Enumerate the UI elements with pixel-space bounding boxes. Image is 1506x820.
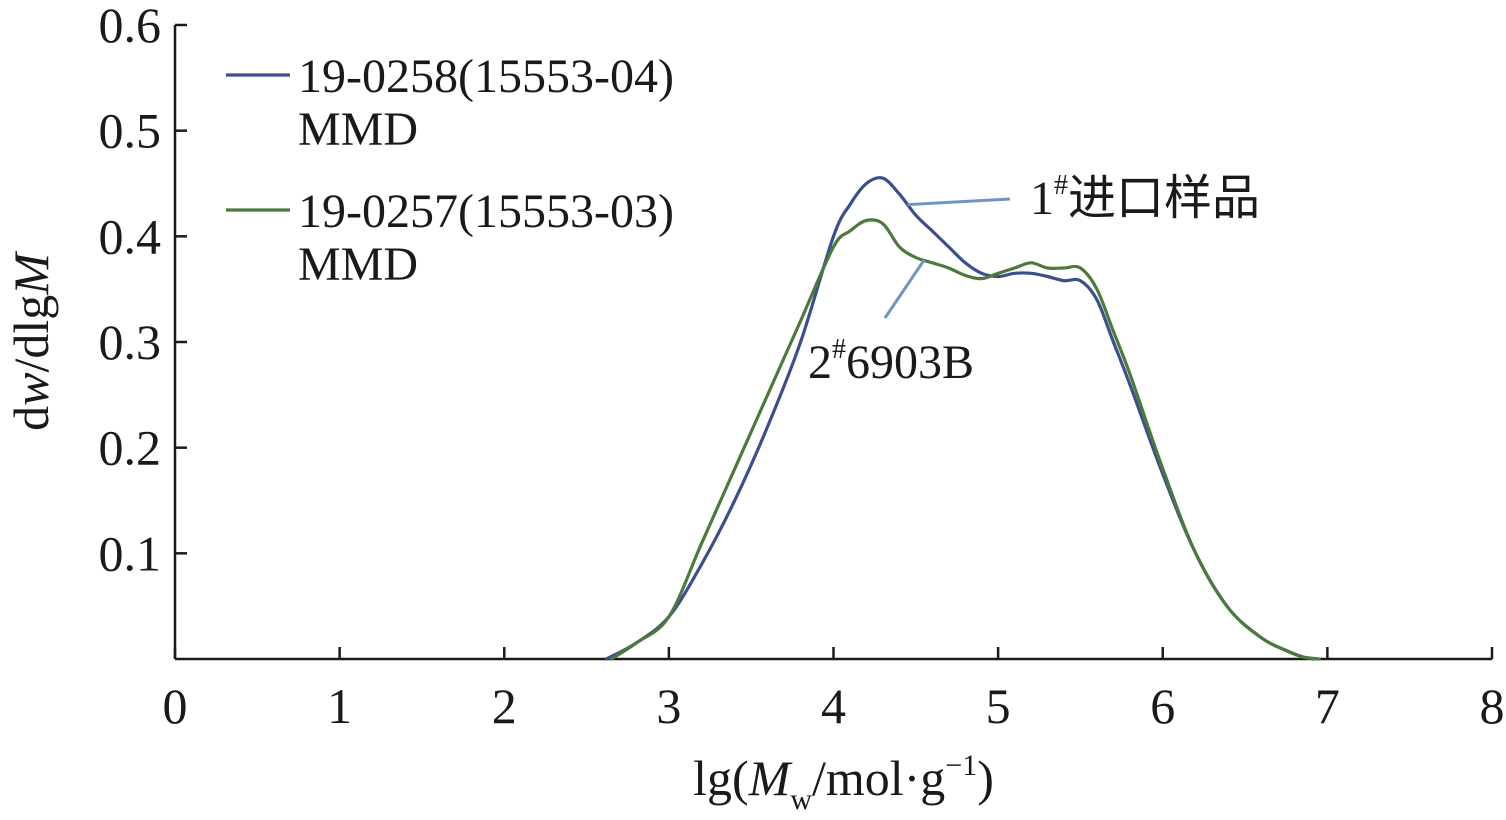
y-tick-label: 0.3	[99, 314, 162, 370]
y-tick-label: 0.4	[99, 208, 162, 264]
y-tick-label: 0.5	[99, 103, 162, 159]
x-tick-label: 5	[986, 678, 1011, 734]
x-tick-label: 4	[821, 678, 846, 734]
series-line-1	[604, 176, 1316, 661]
annotations: 1#进口样品 2#6903B	[808, 170, 1260, 389]
legend-label-1-line2: MMD	[298, 103, 418, 156]
legend-label-2: 19-0257(15553-03)	[298, 185, 674, 238]
x-tick-label: 3	[656, 678, 681, 734]
annotation-leader-2	[883, 259, 926, 319]
annotation-leader-1	[907, 197, 1011, 207]
x-tick-label: 7	[1315, 678, 1340, 734]
y-tick-label: 0.6	[99, 0, 162, 53]
x-tick-label: 2	[492, 678, 517, 734]
annotation-label-1: 1#进口样品	[1030, 170, 1260, 225]
y-tick-label: 0.2	[99, 420, 162, 476]
series-group	[604, 176, 1321, 661]
y-tick-label: 0.1	[99, 525, 162, 581]
x-tick-label: 1	[327, 678, 352, 734]
annotation-label-2: 2#6903B	[808, 334, 974, 389]
x-axis-title: lg(Mw/mol·g−1)	[693, 749, 994, 816]
y-ticks: 0.1 0.2 0.3 0.4 0.5 0.6	[99, 0, 187, 581]
legend-label-1: 19-0258(15553-04)	[298, 50, 674, 103]
x-ticks: 0 1 2 3 4 5 6 7 8	[163, 647, 1505, 734]
x-tick-label: 6	[1150, 678, 1175, 734]
y-axis-title: dw/dlgM	[3, 251, 59, 431]
series-line-2	[609, 218, 1321, 661]
x-tick-label: 0	[163, 678, 188, 734]
x-tick-label: 8	[1480, 678, 1505, 734]
legend-label-2-line2: MMD	[298, 238, 418, 291]
